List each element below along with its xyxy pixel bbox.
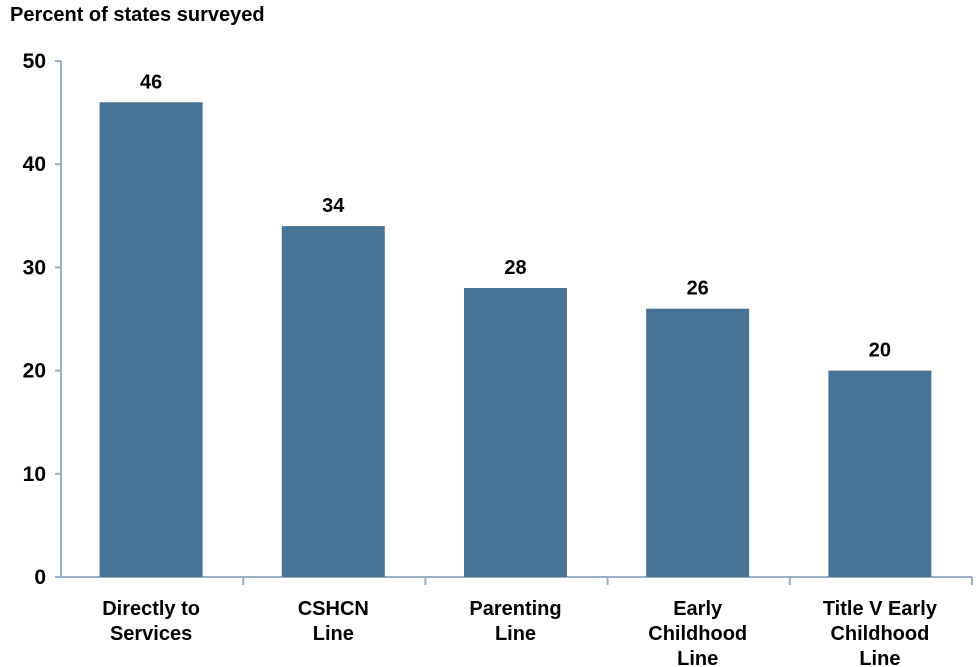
x-category-label: Line [495, 623, 536, 645]
x-category-label: Childhood [648, 623, 747, 645]
bar [99, 102, 203, 577]
x-category-label: Services [110, 623, 192, 645]
y-tick-label: 0 [34, 566, 46, 589]
x-category-label: Line [859, 648, 900, 667]
x-category-label: Parenting [469, 598, 561, 620]
data-label: 34 [322, 195, 345, 217]
x-category-label: Directly to [102, 598, 200, 620]
bar [646, 308, 750, 577]
bar [281, 226, 385, 577]
y-tick-label: 40 [23, 153, 46, 176]
data-label: 26 [687, 278, 709, 300]
y-tick-label: 50 [23, 50, 46, 73]
x-category-label: Childhood [830, 623, 929, 645]
x-category-label: Title V Early [823, 598, 938, 620]
y-axis-title: Percent of states surveyed [10, 4, 265, 26]
data-label: 20 [869, 340, 891, 362]
data-label: 46 [140, 71, 162, 93]
y-tick-label: 30 [23, 256, 46, 279]
y-tick-label: 10 [23, 463, 46, 486]
y-tick-label: 20 [23, 360, 46, 383]
x-category-label: CSHCN [298, 598, 369, 620]
bar [828, 370, 932, 577]
x-category-label: Line [313, 623, 354, 645]
x-category-label: Early [673, 598, 723, 620]
bar [464, 288, 567, 577]
data-label: 28 [504, 257, 526, 279]
x-category-label: Line [677, 648, 718, 667]
